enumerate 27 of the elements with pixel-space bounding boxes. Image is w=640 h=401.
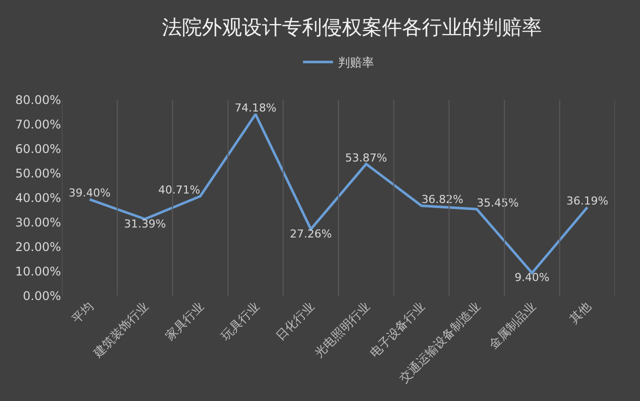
y-tick-label: 60.00% [15,142,61,156]
y-tick-label: 70.00% [15,118,61,132]
data-label: 35.45% [476,196,519,210]
y-tick-label: 0.00% [22,289,61,304]
data-label: 39.40% [68,186,111,200]
data-label: 53.87% [345,151,388,164]
x-tick-label: 金属制品业 [486,299,538,352]
data-label: 36.82% [421,193,464,206]
data-label: 74.18% [234,102,277,115]
y-tick-label: 20.00% [15,240,61,254]
y-tick-label: 10.00% [15,264,61,279]
chart-title: 法院外观设计专利侵权案件各行业的判赔率 [162,15,542,40]
legend-label: 判赔率 [338,56,374,70]
data-label: 36.19% [566,194,608,208]
x-tick-label: 平均 [69,299,96,326]
x-tick-label: 其他 [566,299,594,326]
x-tick-label: 家具行业 [162,299,207,344]
y-tick-label: 40.00% [15,191,61,206]
x-tick-label: 日化行业 [273,299,318,344]
data-label: 27.26% [290,227,332,240]
data-label: 31.39% [124,217,166,230]
y-tick-label: 30.00% [15,216,61,230]
y-tick-label: 80.00% [15,93,61,108]
x-tick-label: 玩具行业 [218,299,262,344]
data-label: 9.40% [514,271,550,284]
data-label: 40.71% [158,184,200,197]
y-tick-label: 50.00% [15,166,61,181]
